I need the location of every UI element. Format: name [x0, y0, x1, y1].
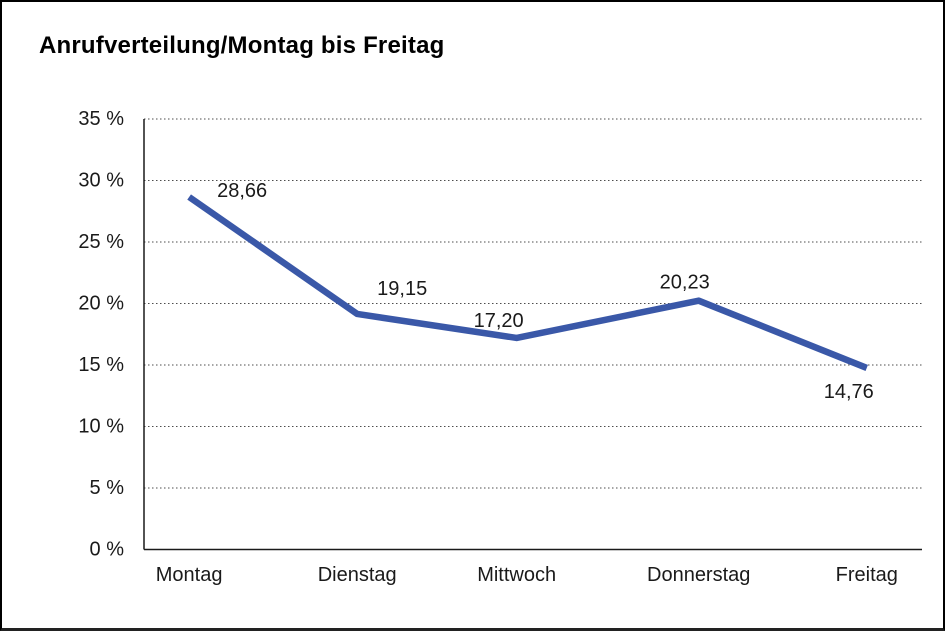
data-line — [187, 194, 868, 371]
y-tick-label-20: 20 % — [78, 293, 124, 315]
chart-title: Anrufverteilung/Montag bis Freitag — [39, 32, 445, 59]
y-tick-label-0: 0 % — [90, 539, 125, 561]
data-label-montag: 28,66 — [217, 180, 267, 202]
y-tick-label-5: 5 % — [90, 477, 125, 499]
y-tick-label-35: 35 % — [78, 108, 124, 130]
y-tick-label-10: 10 % — [78, 416, 124, 438]
y-tick-label-25: 25 % — [78, 231, 124, 253]
data-label-dienstag: 19,15 — [377, 278, 427, 300]
x-tick-label-donnerstag: Donnerstag — [647, 564, 750, 586]
data-label-mittwoch: 17,20 — [474, 310, 524, 332]
y-tick-label-15: 15 % — [78, 354, 124, 376]
data-label-donnerstag: 20,23 — [660, 272, 710, 294]
x-tick-label-dienstag: Dienstag — [318, 564, 397, 586]
x-tick-label-montag: Montag — [156, 564, 223, 586]
x-tick-label-freitag: Freitag — [836, 564, 898, 586]
data-label-freitag: 14,76 — [824, 381, 874, 403]
x-tick-label-mittwoch: Mittwoch — [477, 564, 556, 586]
y-tick-label-30: 30 % — [78, 170, 124, 192]
